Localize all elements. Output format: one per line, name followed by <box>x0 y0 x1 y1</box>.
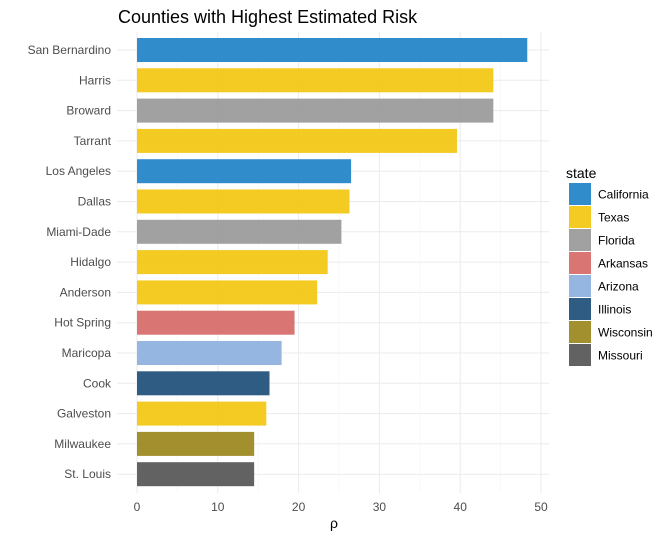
legend-key <box>569 298 591 320</box>
bar-cook <box>137 371 270 396</box>
legend-title: state <box>566 165 597 181</box>
legend-key <box>569 183 591 205</box>
legend-label: California <box>598 188 649 202</box>
y-tick-labels: San Bernardino Harris Broward Tarrant Los An… <box>28 43 112 481</box>
bar-maricopa <box>137 341 282 365</box>
legend-key <box>569 229 591 251</box>
y-tick-label: San Bernardino <box>28 43 112 57</box>
bars <box>137 38 528 487</box>
y-tick-label: Cook <box>83 376 112 390</box>
y-tick-label: Maricopa <box>62 346 112 360</box>
legend: state California Texas Florida Arkansas Ariz… <box>566 165 653 366</box>
bar-los-angeles <box>137 159 352 184</box>
y-tick-label: Galveston <box>57 407 111 421</box>
y-tick-label: Broward <box>66 104 111 118</box>
x-tick-label: 30 <box>373 500 387 514</box>
legend-label: Florida <box>598 234 635 248</box>
y-tick-label: Los Angeles <box>46 164 111 178</box>
legend-items: California Texas Florida Arkansas Arizona Ill… <box>569 183 653 366</box>
legend-label: Illinois <box>598 303 631 317</box>
legend-label: Arizona <box>598 280 639 294</box>
x-axis-label: ρ <box>330 515 338 531</box>
legend-key <box>569 275 591 297</box>
bar-san-bernardino <box>137 38 528 62</box>
y-tick-label: St. Louis <box>64 467 111 481</box>
bar-hot-spring <box>137 310 295 335</box>
y-tick-label: Harris <box>79 73 111 87</box>
legend-label: Arkansas <box>598 257 648 271</box>
legend-label: Texas <box>598 211 629 225</box>
x-tick-label: 10 <box>211 500 225 514</box>
y-tick-label: Anderson <box>60 285 111 299</box>
legend-key <box>569 252 591 274</box>
legend-label: Wisconsin <box>598 326 653 340</box>
bar-miami-dade <box>137 219 342 244</box>
bar-tarrant <box>137 128 457 153</box>
y-tick-label: Dallas <box>78 195 111 209</box>
y-tick-label: Tarrant <box>74 134 112 148</box>
legend-label: Missouri <box>598 349 643 363</box>
legend-key <box>569 321 591 343</box>
x-tick-label: 20 <box>292 500 306 514</box>
bar-anderson <box>137 280 318 305</box>
y-tick-label: Hidalgo <box>70 255 111 269</box>
bar-galveston <box>137 401 267 426</box>
chart-title: Counties with Highest Estimated Risk <box>118 7 418 27</box>
y-tick-label: Milwaukee <box>54 437 111 451</box>
y-tick-label: Hot Spring <box>54 316 111 330</box>
bar-harris <box>137 68 494 93</box>
x-tick-label: 50 <box>534 500 548 514</box>
bar-broward <box>137 98 494 123</box>
bar-st-louis <box>137 462 255 487</box>
x-tick-label: 40 <box>454 500 468 514</box>
legend-key <box>569 344 591 366</box>
bar-milwaukee <box>137 431 255 456</box>
x-tick-labels: 0 10 20 30 40 50 <box>134 500 548 514</box>
legend-key <box>569 206 591 228</box>
bar-hidalgo <box>137 250 328 275</box>
bar-dallas <box>137 189 350 214</box>
y-tick-label: Miami-Dade <box>46 225 111 239</box>
x-tick-label: 0 <box>134 500 141 514</box>
